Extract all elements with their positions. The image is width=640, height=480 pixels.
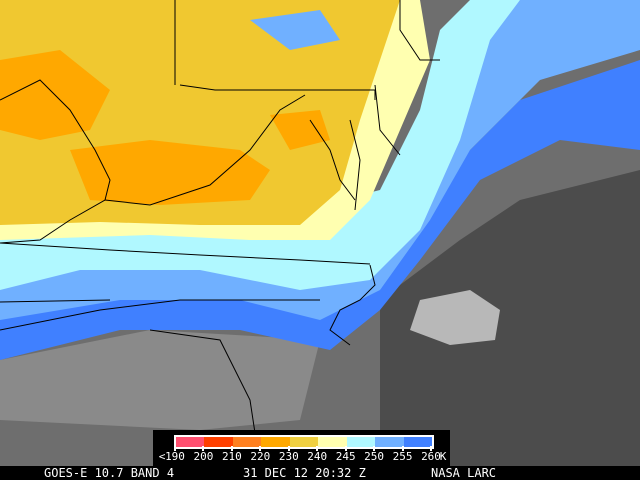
- legend-tick: [373, 446, 376, 451]
- legend-tick: [401, 446, 404, 451]
- legend-tick: [430, 446, 432, 451]
- legend-tick-label: 210: [221, 450, 242, 463]
- satellite-band-label: GOES-E 10.7 BAND 4: [44, 466, 175, 480]
- legend-tick-label: 255: [392, 450, 413, 463]
- legend-tick-label: 200: [193, 450, 214, 463]
- legend-swatch: [289, 437, 319, 447]
- legend-tick-label: 240: [307, 450, 328, 463]
- temperature-color-legend: < K 190 200 210 220 230 240 245 250 255 260: [153, 430, 450, 466]
- legend-swatch: [176, 437, 205, 447]
- legend-tick-label: 220: [250, 450, 271, 463]
- legend-tick: [230, 446, 233, 451]
- legend-swatch: [318, 437, 347, 447]
- legend-tick-label: 250: [364, 450, 385, 463]
- image-caption-bar: GOES-E 10.7 BAND 4 31 DEC 12 20:32 Z NAS…: [0, 466, 640, 480]
- legend-tick: [287, 446, 290, 451]
- legend-less-than: <: [158, 450, 166, 463]
- dark-cloud-region: [380, 170, 640, 466]
- legend-tick-label: 190: [165, 450, 185, 463]
- light-cloud-streaks: [0, 330, 320, 430]
- legend-tick: [174, 446, 176, 451]
- legend-swatch: [403, 437, 432, 447]
- orange-region-central: [70, 140, 270, 205]
- observation-datetime: 31 DEC 12 20:32 Z: [243, 466, 366, 480]
- legend-tick: [202, 446, 205, 451]
- orange-region-virginia: [270, 110, 330, 150]
- satellite-map: [0, 0, 640, 466]
- legend-swatch: [375, 437, 404, 447]
- legend-tick: [316, 446, 319, 451]
- legend-tick-label: 260: [421, 450, 441, 463]
- credit-label: NASA LARC: [431, 466, 497, 480]
- blue-patch-north: [250, 10, 340, 50]
- legend-swatch: [204, 437, 233, 447]
- light-cloud-patch: [410, 290, 500, 345]
- color-scale-bar: [174, 435, 434, 449]
- legend-unit: K: [439, 450, 447, 463]
- state-borders: [0, 0, 440, 466]
- legend-swatch: [346, 437, 376, 447]
- legend-tick: [344, 446, 347, 451]
- legend-swatch: [232, 437, 262, 447]
- legend-swatch: [261, 437, 290, 447]
- legend-tick-label: 230: [278, 450, 299, 463]
- legend-tick: [259, 446, 262, 451]
- legend-tick-label: 245: [335, 450, 356, 463]
